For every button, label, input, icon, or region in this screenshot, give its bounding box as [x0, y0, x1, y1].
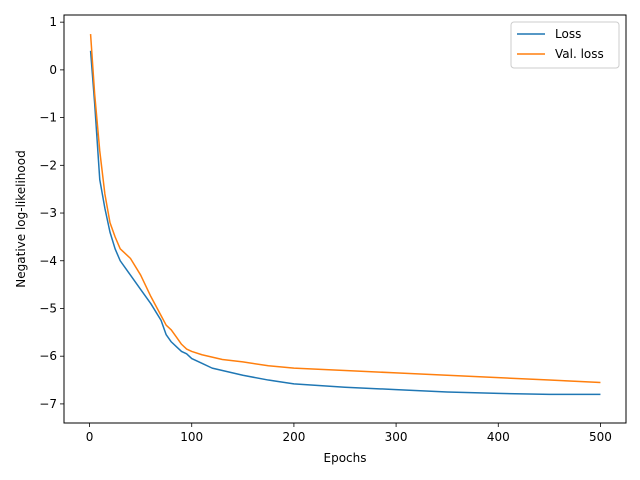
y-tick-label: −1 [39, 111, 57, 125]
y-tick-label: −4 [39, 254, 57, 268]
x-tick-label: 400 [487, 430, 510, 444]
x-tick-label: 300 [385, 430, 408, 444]
y-tick-label: −2 [39, 158, 57, 172]
x-tick-label: 500 [589, 430, 612, 444]
y-tick-label: −5 [39, 301, 57, 315]
axes-frame [63, 14, 627, 424]
y-tick-label: −7 [39, 397, 57, 411]
x-axis-ticks: 0 100 200 300 400 500 [86, 423, 612, 444]
x-axis-label: Epochs [324, 451, 367, 465]
x-tick-label: 0 [86, 430, 94, 444]
legend-label-loss: Loss [555, 27, 581, 41]
legend-label-val-loss: Val. loss [555, 47, 604, 61]
y-tick-label: −3 [39, 206, 57, 220]
y-tick-label: 0 [49, 63, 57, 77]
x-tick-label: 100 [180, 430, 203, 444]
y-axis-label: Negative log-likelihood [14, 150, 28, 287]
y-tick-label: −6 [39, 349, 57, 363]
legend: Loss Val. loss [510, 21, 620, 69]
y-axis-ticks: 1 0 −1 −2 −3 −4 −5 −6 −7 [39, 15, 64, 411]
x-tick-label: 200 [282, 430, 305, 444]
y-tick-label: 1 [49, 15, 57, 29]
series-line-val-loss [89, 34, 601, 384]
series-layer [89, 34, 601, 396]
series-line-loss [89, 50, 601, 396]
